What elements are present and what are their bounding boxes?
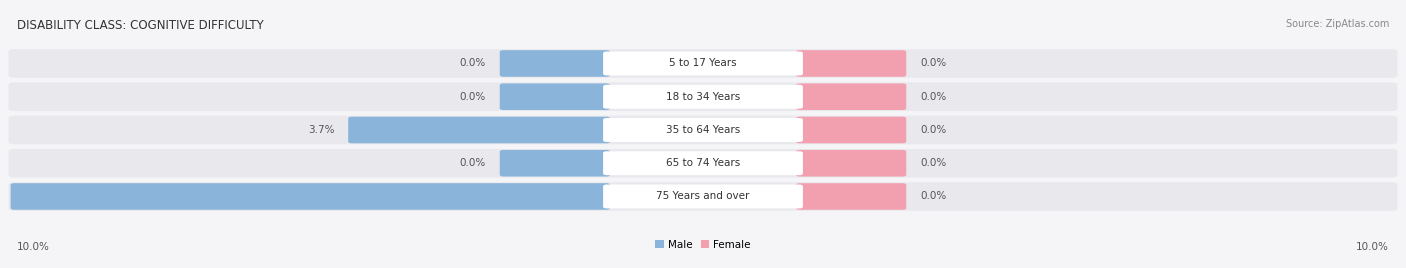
FancyBboxPatch shape bbox=[8, 83, 1398, 111]
Text: 0.0%: 0.0% bbox=[460, 158, 486, 168]
Text: 0.0%: 0.0% bbox=[920, 125, 946, 135]
Text: 65 to 74 Years: 65 to 74 Years bbox=[666, 158, 740, 168]
Text: 0.0%: 0.0% bbox=[460, 92, 486, 102]
FancyBboxPatch shape bbox=[603, 85, 803, 109]
Text: 18 to 34 Years: 18 to 34 Years bbox=[666, 92, 740, 102]
FancyBboxPatch shape bbox=[499, 150, 610, 177]
FancyBboxPatch shape bbox=[8, 182, 1398, 211]
FancyBboxPatch shape bbox=[796, 183, 907, 210]
FancyBboxPatch shape bbox=[499, 83, 610, 110]
FancyBboxPatch shape bbox=[603, 51, 803, 76]
FancyBboxPatch shape bbox=[499, 50, 610, 77]
Text: 10.0%: 10.0% bbox=[17, 242, 49, 252]
FancyBboxPatch shape bbox=[796, 117, 907, 143]
FancyBboxPatch shape bbox=[796, 50, 907, 77]
Text: 75 Years and over: 75 Years and over bbox=[657, 191, 749, 202]
Text: 0.0%: 0.0% bbox=[920, 92, 946, 102]
Text: 0.0%: 0.0% bbox=[920, 58, 946, 69]
FancyBboxPatch shape bbox=[8, 149, 1398, 177]
Text: 0.0%: 0.0% bbox=[920, 158, 946, 168]
Text: 10.0%: 10.0% bbox=[1357, 242, 1389, 252]
FancyBboxPatch shape bbox=[603, 151, 803, 175]
Text: DISABILITY CLASS: COGNITIVE DIFFICULTY: DISABILITY CLASS: COGNITIVE DIFFICULTY bbox=[17, 19, 263, 32]
FancyBboxPatch shape bbox=[796, 150, 907, 177]
Text: Source: ZipAtlas.com: Source: ZipAtlas.com bbox=[1285, 19, 1389, 29]
Text: 3.7%: 3.7% bbox=[308, 125, 335, 135]
Legend: Male, Female: Male, Female bbox=[651, 236, 755, 254]
Text: 0.0%: 0.0% bbox=[920, 191, 946, 202]
FancyBboxPatch shape bbox=[603, 184, 803, 209]
FancyBboxPatch shape bbox=[603, 118, 803, 142]
FancyBboxPatch shape bbox=[8, 49, 1398, 78]
FancyBboxPatch shape bbox=[349, 117, 610, 143]
Text: 0.0%: 0.0% bbox=[460, 58, 486, 69]
FancyBboxPatch shape bbox=[11, 183, 610, 210]
Text: 5 to 17 Years: 5 to 17 Years bbox=[669, 58, 737, 69]
FancyBboxPatch shape bbox=[796, 83, 907, 110]
Text: 35 to 64 Years: 35 to 64 Years bbox=[666, 125, 740, 135]
FancyBboxPatch shape bbox=[8, 116, 1398, 144]
